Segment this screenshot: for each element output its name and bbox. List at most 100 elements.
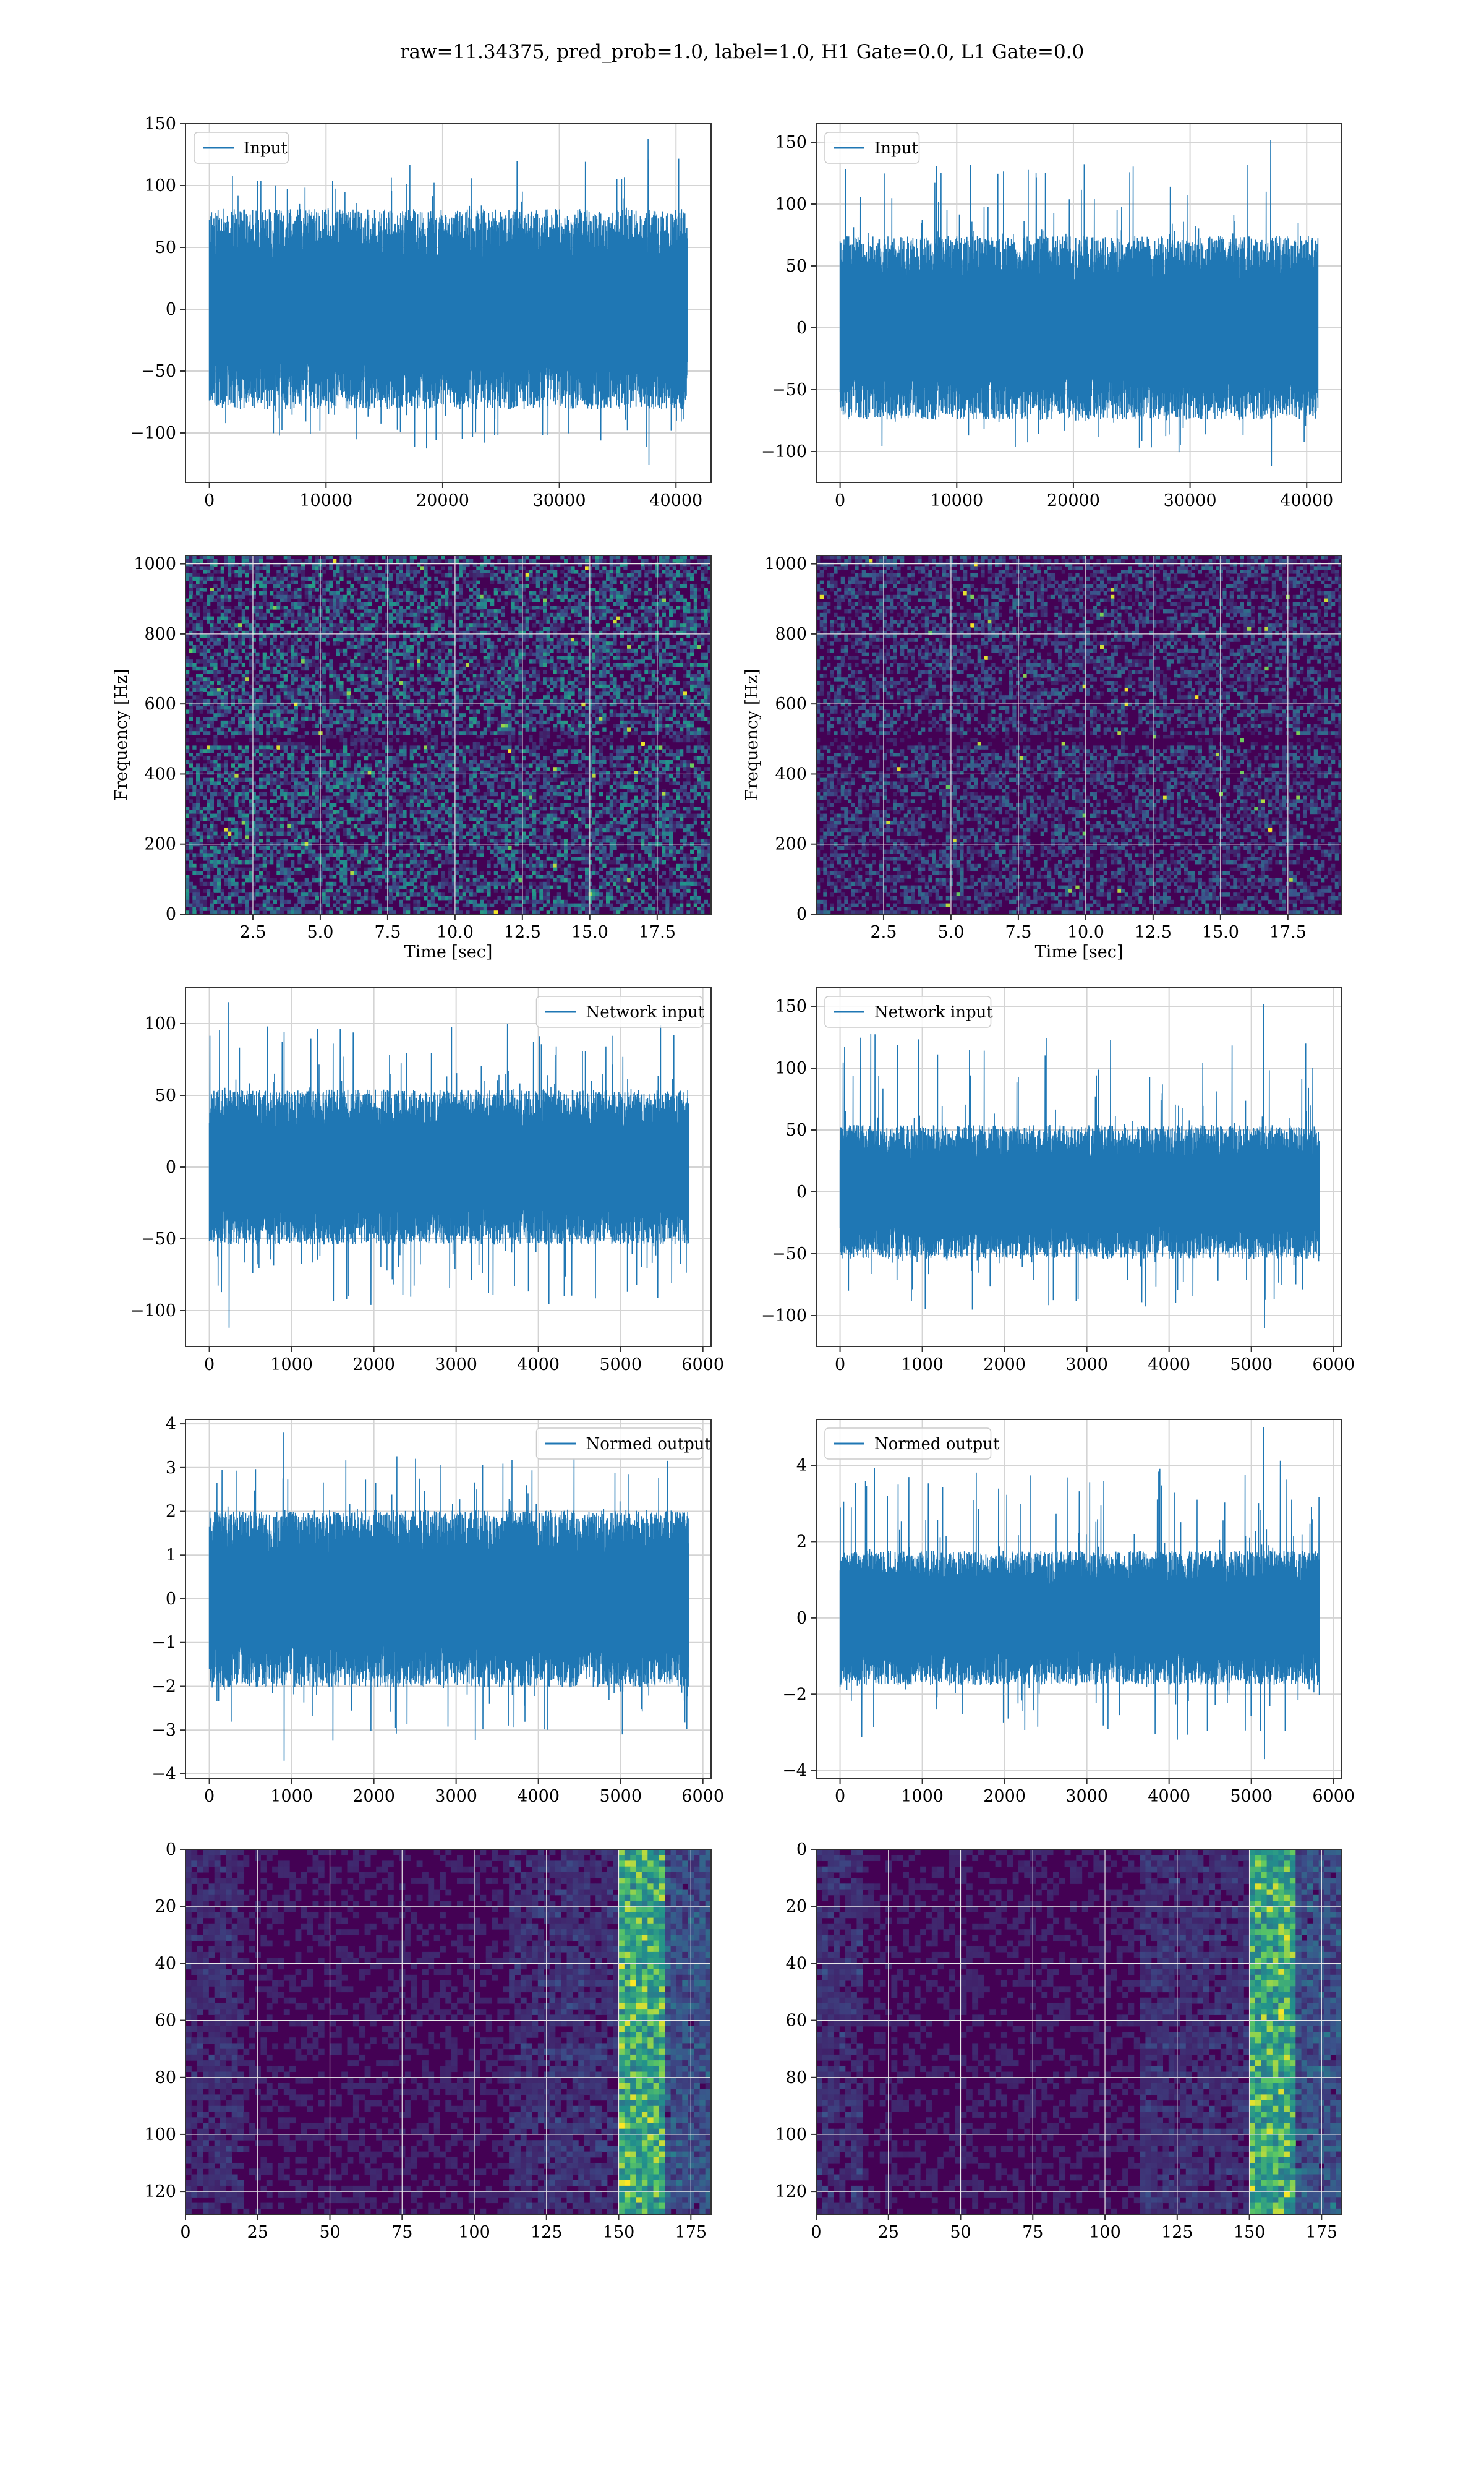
spectrogram-cell [683, 667, 687, 670]
spectrogram-cell [392, 656, 396, 659]
spectrogram-cell [221, 577, 224, 581]
spectrogram-cell [497, 595, 501, 599]
spectrogram-cell [676, 681, 680, 685]
spectrogram-cell [466, 617, 469, 620]
spectrogram-cell [595, 563, 599, 567]
spectrogram-cell [547, 577, 550, 581]
spectrogram-cell [259, 670, 263, 674]
spectrogram-cell [445, 606, 448, 609]
spectrogram-cell [448, 713, 452, 717]
spectrogram-cell [389, 645, 393, 649]
spectrogram-cell [403, 745, 406, 749]
spectrogram-cell [595, 706, 599, 710]
spectrogram-cell [263, 602, 267, 606]
spectrogram-cell [455, 706, 459, 710]
spectrogram-cell [620, 573, 624, 577]
spectrogram-cell [599, 602, 603, 606]
spectrogram-cell [526, 599, 529, 602]
spectrogram-cell [322, 667, 326, 670]
spectrogram-cell [368, 709, 372, 713]
spectrogram-cell [680, 641, 683, 645]
spectrogram-cell [511, 681, 515, 685]
spectrogram-cell [238, 645, 242, 649]
spectrogram-cell [200, 641, 203, 645]
spectrogram-cell [259, 627, 263, 631]
spectrogram-cell [641, 649, 645, 653]
spectrogram-cell [547, 706, 550, 710]
spectrogram-cell [308, 745, 312, 749]
spectrogram-cell [196, 674, 200, 677]
spectrogram-cell [322, 745, 326, 749]
spectrogram-cell [476, 617, 480, 620]
spectrogram-cell [378, 681, 382, 685]
spectrogram-cell [413, 635, 417, 638]
spectrogram-cell [686, 727, 690, 731]
spectrogram-cell [480, 635, 484, 638]
spectrogram-cell [613, 577, 616, 581]
spectrogram-cell [431, 635, 435, 638]
spectrogram-cell [294, 756, 298, 760]
spectrogram-cell [547, 645, 550, 649]
spectrogram-cell [305, 667, 309, 670]
spectrogram-cell [490, 706, 494, 710]
spectrogram-cell [263, 599, 267, 602]
spectrogram-cell [347, 620, 351, 623]
spectrogram-cell [627, 645, 631, 649]
spectrogram-cell [213, 599, 217, 602]
spectrogram-cell [385, 713, 389, 717]
spectrogram-cell [641, 695, 645, 699]
spectrogram-cell [623, 591, 627, 595]
spectrogram-cell [360, 749, 364, 753]
spectrogram-cell [200, 627, 203, 631]
spectrogram-cell [189, 577, 193, 581]
spectrogram-cell [476, 606, 480, 609]
spectrogram-cell [490, 599, 494, 602]
spectrogram-cell [659, 602, 662, 606]
spectrogram-cell [217, 713, 221, 717]
spectrogram-cell [203, 613, 207, 617]
spectrogram-cell [686, 685, 690, 688]
spectrogram-cell [231, 756, 235, 760]
spectrogram-cell [648, 656, 652, 659]
spectrogram-cell [599, 681, 603, 685]
spectrogram-cell [553, 595, 557, 599]
spectrogram-cell [578, 653, 582, 656]
spectrogram-cell [508, 667, 511, 670]
spectrogram-cell [550, 595, 553, 599]
spectrogram-cell [280, 577, 284, 581]
spectrogram-cell [357, 649, 361, 653]
spectrogram-cell [694, 613, 697, 617]
spectrogram-cell [469, 635, 473, 638]
spectrogram-cell [497, 670, 501, 674]
spectrogram-cell [578, 641, 582, 645]
spectrogram-cell [704, 577, 708, 581]
spectrogram-cell [665, 602, 669, 606]
spectrogram-cell [518, 742, 522, 746]
spectrogram-cell [238, 717, 242, 721]
spectrogram-cell [389, 703, 393, 706]
spectrogram-cell [213, 584, 217, 588]
spectrogram-cell [371, 623, 375, 627]
spectrogram-cell [245, 713, 249, 717]
spectrogram-cell [631, 656, 634, 659]
spectrogram-cell [445, 581, 448, 584]
spectrogram-cell [192, 663, 196, 667]
spectrogram-cell [644, 613, 648, 617]
spectrogram-cell [459, 670, 463, 674]
spectrogram-cell [259, 663, 263, 667]
spectrogram-cell [469, 731, 473, 735]
spectrogram-cell [375, 699, 378, 703]
spectrogram-cell [228, 645, 231, 649]
spectrogram-cell [690, 588, 694, 591]
spectrogram-cell [305, 706, 309, 710]
spectrogram-cell [378, 717, 382, 721]
spectrogram-cell [364, 563, 368, 567]
spectrogram-cell [602, 663, 606, 667]
spectrogram-cell [553, 663, 557, 667]
spectrogram-cell [336, 638, 340, 641]
spectrogram-cell [431, 735, 435, 738]
spectrogram-cell [343, 738, 347, 742]
spectrogram-cell [207, 703, 210, 706]
spectrogram-cell [280, 645, 284, 649]
spectrogram-cell [518, 709, 522, 713]
